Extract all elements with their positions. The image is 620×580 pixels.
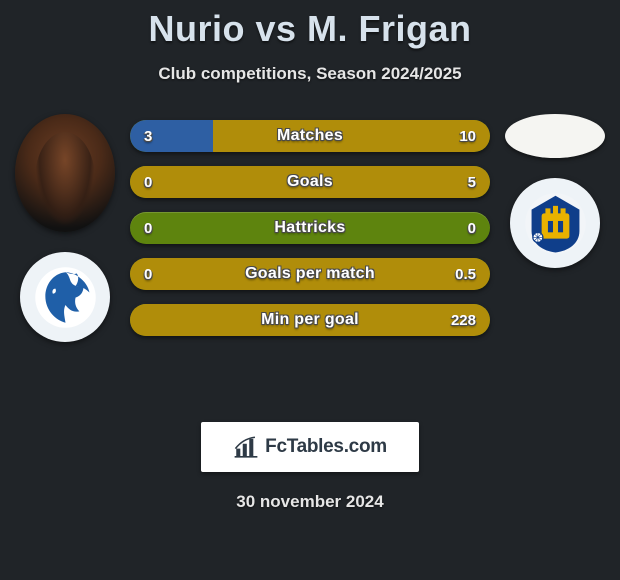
stat-label: Hattricks xyxy=(274,219,345,237)
stat-bar: 0 Hattricks 0 xyxy=(130,212,490,244)
stat-value-right: 228 xyxy=(451,312,476,329)
stat-value-right: 10 xyxy=(459,128,476,145)
stat-label: Goals per match xyxy=(245,265,375,283)
stat-value-right: 0 xyxy=(468,220,476,237)
page-title: Nurio vs M. Frigan xyxy=(0,0,620,50)
stat-value-left: 3 xyxy=(144,128,152,145)
chief-head-icon xyxy=(34,266,97,329)
bar-chart-icon xyxy=(233,434,259,460)
stat-label: Matches xyxy=(277,127,343,145)
stat-bar: 3 Matches 10 xyxy=(130,120,490,152)
stat-value-right: 0.5 xyxy=(455,266,476,283)
stat-bar: 0 Goals 5 xyxy=(130,166,490,198)
stat-label: Goals xyxy=(287,173,333,191)
stat-value-left: 0 xyxy=(144,174,152,191)
castle-crest-icon xyxy=(524,192,587,255)
date-label: 30 november 2024 xyxy=(0,492,620,512)
stat-value-right: 5 xyxy=(468,174,476,191)
player-right-avatar xyxy=(505,114,605,158)
stat-bar: 0 Goals per match 0.5 xyxy=(130,258,490,290)
brand-badge: FcTables.com xyxy=(201,422,419,472)
stat-label: Min per goal xyxy=(261,311,359,329)
team-right-crest xyxy=(510,178,600,268)
player-left-avatar xyxy=(15,114,115,232)
stat-value-left: 0 xyxy=(144,266,152,283)
stat-bar-fill-right xyxy=(213,120,490,152)
right-column xyxy=(500,114,610,268)
stat-value-left: 0 xyxy=(144,220,152,237)
stat-bar: Min per goal 228 xyxy=(130,304,490,336)
subtitle: Club competitions, Season 2024/2025 xyxy=(0,64,620,84)
stats-bars: 3 Matches 10 0 Goals 5 0 Hattricks 0 0 Goals per m… xyxy=(130,120,490,336)
team-left-crest xyxy=(20,252,110,342)
brand-text: FcTables.com xyxy=(265,436,387,458)
left-column xyxy=(10,114,120,342)
stat-bar-fill-left xyxy=(130,120,213,152)
